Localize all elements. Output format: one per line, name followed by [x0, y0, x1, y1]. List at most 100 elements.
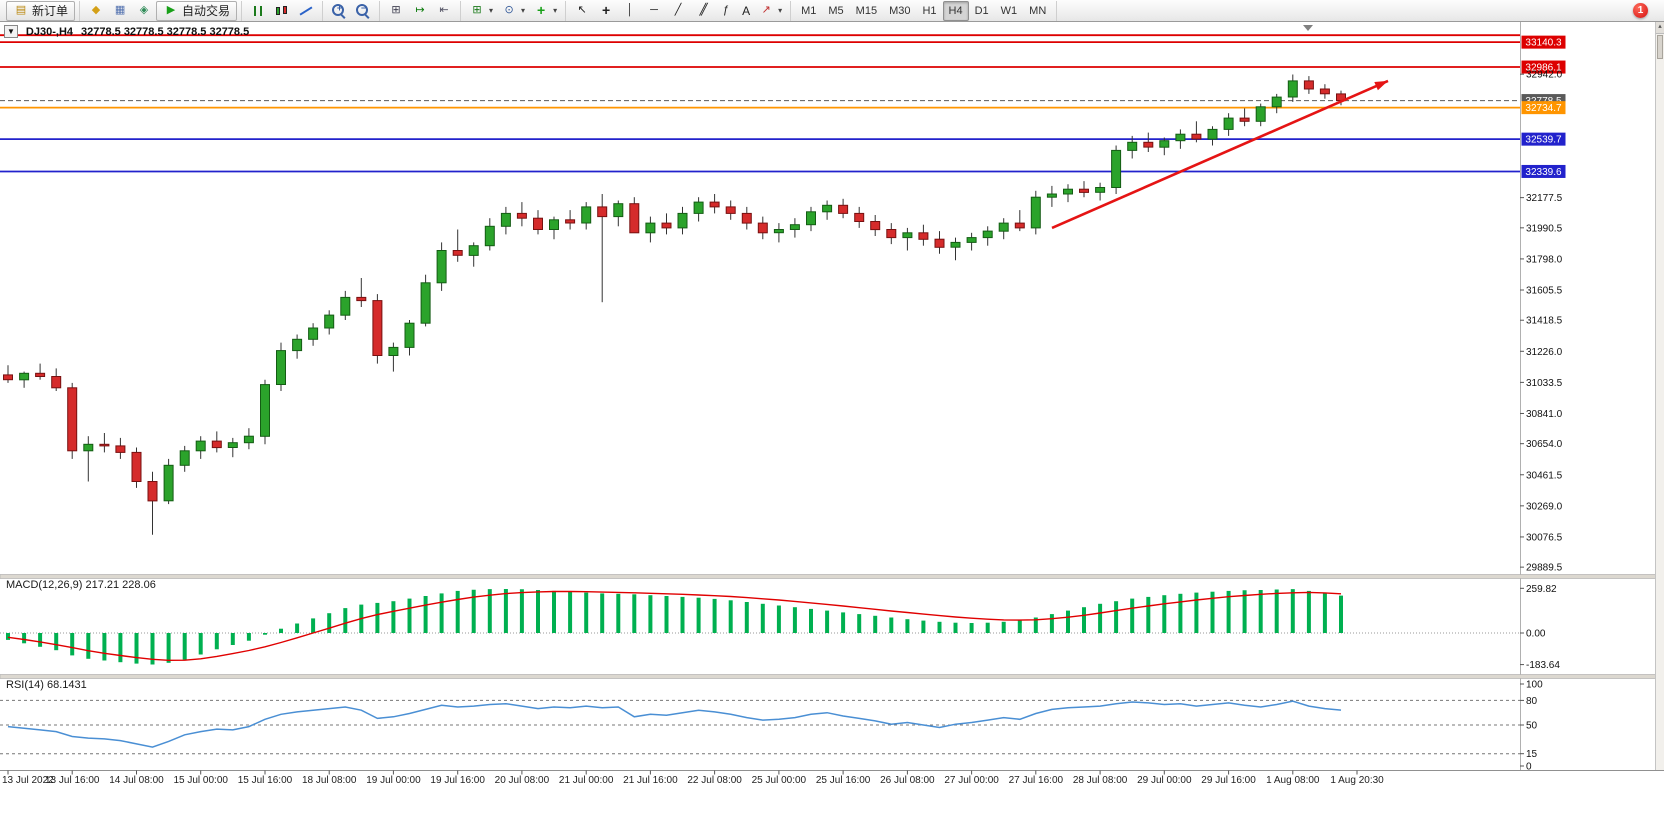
price-label-33140.3: 33140.3: [1525, 38, 1562, 49]
arrow-objects-button[interactable]: ↗ ▾: [754, 1, 786, 21]
indicators-button[interactable]: + ▾: [529, 1, 561, 21]
bar-chart-button[interactable]: [246, 1, 270, 21]
candle-body: [99, 443, 110, 447]
chart-menu-caret-icon[interactable]: ▼: [4, 25, 18, 38]
timeframe-m30[interactable]: M30: [883, 1, 916, 21]
candle-body: [533, 217, 543, 230]
time-axis-label: 13 Jul 16:00: [45, 775, 100, 786]
candle-body: [1191, 133, 1202, 140]
trend-arrow-line[interactable]: [1051, 79, 1389, 230]
periods-button[interactable]: ⊙ ▾: [497, 1, 529, 21]
candle-body: [773, 229, 784, 234]
candle-body: [211, 440, 222, 449]
cursor-button[interactable]: ↖: [570, 1, 594, 21]
text-button-label: A: [742, 3, 751, 18]
candles-icon: [274, 3, 290, 19]
price-axis-label: 30076.5: [1526, 532, 1563, 543]
equidistant-channel-button[interactable]: ╱╱: [690, 1, 714, 21]
timeframe-h1[interactable]: H1: [916, 1, 942, 21]
candle-body: [35, 372, 46, 377]
scroll-position-marker-icon[interactable]: [1303, 25, 1313, 31]
channel-icon: ╱╱: [699, 3, 707, 16]
indicators-icon: +: [536, 1, 546, 18]
candle-body: [1111, 149, 1122, 188]
auto-trading-button[interactable]: ▶ 自动交易: [156, 0, 238, 21]
panel-splitter-macd[interactable]: [0, 574, 1664, 579]
dropdown-caret-icon: ▾: [489, 6, 494, 15]
fibonacci-button[interactable]: ƒ: [714, 1, 738, 21]
scrollbar-thumb[interactable]: [1657, 35, 1663, 59]
candle-body: [163, 464, 174, 502]
trendline-button[interactable]: ╱: [666, 1, 690, 21]
candle-body: [51, 376, 62, 389]
candle-body: [966, 237, 977, 243]
rsi-line: [7, 700, 1342, 748]
horizontal-line-button[interactable]: ─: [642, 1, 666, 21]
zoom-in-button[interactable]: +: [327, 1, 351, 21]
time-axis-label: 1 Aug 20:30: [1330, 775, 1384, 786]
timeframe-m1[interactable]: M1: [795, 1, 822, 21]
new-chart-button[interactable]: ⊞ ▾: [465, 1, 497, 21]
timeframe-w1[interactable]: W1: [995, 1, 1024, 21]
timeframe-m15-label: M15: [855, 4, 878, 17]
candle-body: [1063, 188, 1073, 195]
rsi-axis-label: 15: [1526, 749, 1538, 760]
chart-shift-icon: ⇤: [439, 3, 449, 16]
candle-body: [998, 222, 1009, 232]
candle-body: [549, 219, 559, 231]
candle-body: [1255, 106, 1266, 122]
notifications-badge[interactable]: 1: [1633, 3, 1648, 18]
timeframe-m5[interactable]: M5: [822, 1, 849, 21]
auto-scroll-icon: ↦: [415, 3, 425, 16]
auto-scroll-button[interactable]: ↦: [408, 1, 432, 21]
candle-body: [1030, 196, 1041, 229]
chart-area[interactable]: 33140.332986.132778.532734.732539.732339…: [0, 0, 1664, 800]
chart-shift-button[interactable]: ⇤: [432, 1, 456, 21]
timeframe-m15[interactable]: M15: [850, 1, 883, 21]
chart-ohlc-values: 32778.5 32778.5 32778.5 32778.5: [81, 25, 250, 38]
candle-body: [468, 245, 479, 256]
clock-icon: ⊙: [504, 3, 514, 16]
candle-body: [260, 384, 270, 437]
text-button[interactable]: A: [738, 1, 754, 21]
panel-splitter-rsi[interactable]: [0, 674, 1664, 679]
candle-body: [1319, 88, 1330, 95]
charts-button[interactable]: ◆: [84, 1, 108, 21]
vertical-line-button[interactable]: │: [618, 1, 642, 21]
vertical-scrollbar[interactable]: ▴: [1655, 22, 1664, 770]
zoom-out-button[interactable]: −: [351, 1, 375, 21]
line-chart-button[interactable]: [294, 1, 318, 21]
candle-body: [597, 206, 608, 218]
price-axis-label: 31033.5: [1526, 378, 1563, 389]
scroll-up-icon[interactable]: ▴: [1656, 22, 1664, 34]
time-axis-label: 25 Jul 00:00: [752, 775, 807, 786]
candle-body: [677, 212, 688, 229]
timeframe-h4[interactable]: H4: [942, 0, 969, 21]
profiles-button[interactable]: ▦: [108, 1, 132, 21]
tile-windows-button[interactable]: ⊞: [384, 1, 408, 21]
cursor-icon: ↖: [577, 3, 587, 16]
time-axis-label: 27 Jul 00:00: [944, 775, 999, 786]
time-axis-label: 18 Jul 08:00: [302, 775, 357, 786]
candle-body: [340, 296, 351, 316]
new-order-button-label: 新订单: [32, 4, 69, 18]
crosshair-button[interactable]: +: [594, 1, 618, 21]
trend-arrow-head-icon[interactable]: [1374, 80, 1388, 91]
candle-body: [709, 201, 720, 208]
zoom-out-icon: −: [355, 3, 371, 19]
candle-body: [388, 346, 399, 356]
time-axis-label: 15 Jul 16:00: [238, 775, 293, 786]
timeframe-mn[interactable]: MN: [1023, 1, 1052, 21]
new-order-button[interactable]: ▤ 新订单: [6, 0, 76, 21]
candle-body: [404, 322, 415, 348]
toolbar-group-order: ▤ 新订单: [2, 0, 81, 21]
rsi-axis-label: 80: [1526, 696, 1538, 707]
timeframe-d1[interactable]: D1: [969, 1, 995, 21]
candlestick-chart-button[interactable]: [270, 1, 294, 21]
candle-body: [292, 338, 303, 352]
timeframe-w1-label: W1: [1000, 4, 1018, 17]
candle-body: [581, 206, 592, 224]
candle-body: [1175, 133, 1186, 142]
rsi-axis-label: 50: [1526, 721, 1538, 732]
market-watch-button[interactable]: ◈: [132, 1, 156, 21]
